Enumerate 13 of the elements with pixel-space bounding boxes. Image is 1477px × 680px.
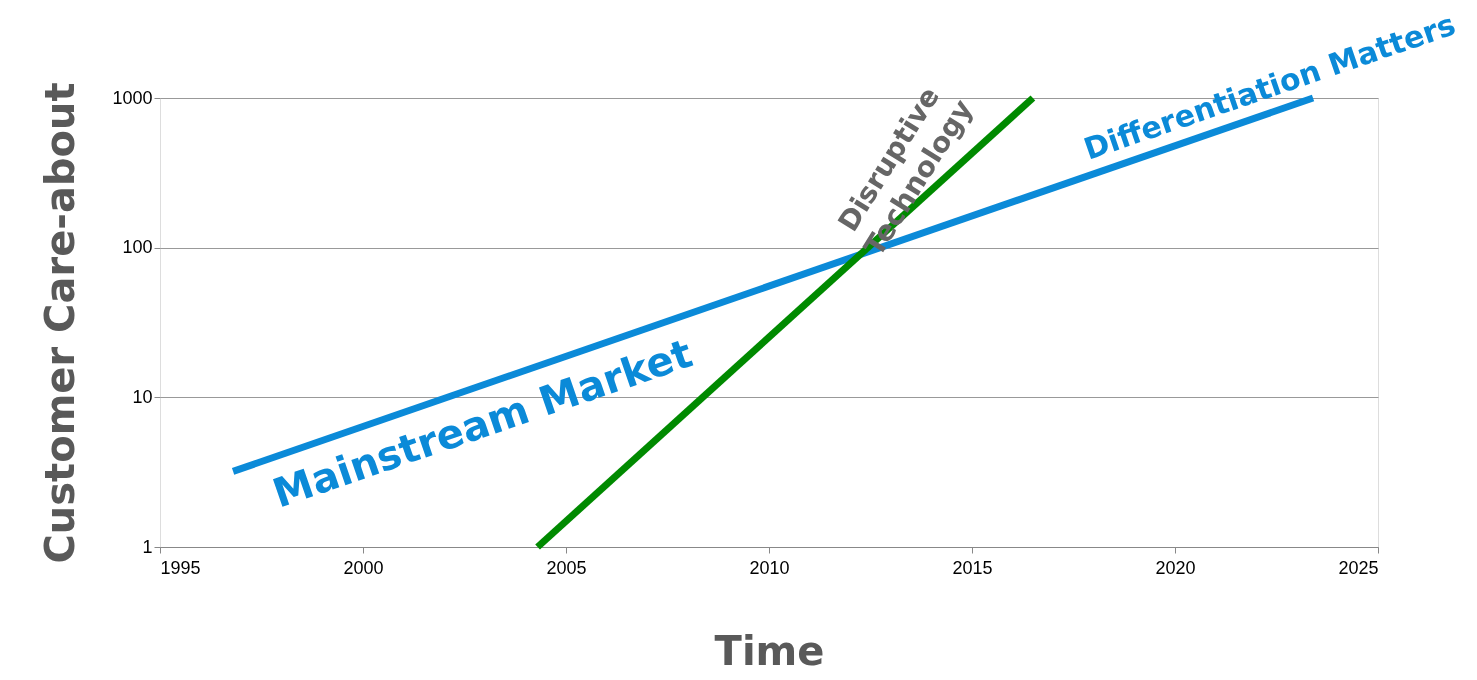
y-tick-label: 1000 (112, 87, 153, 108)
x-tick-label: 2010 (749, 557, 790, 578)
x-axis-title: Time (714, 627, 825, 674)
y-axis-title: Customer Care-about (37, 82, 84, 564)
y-tick-label: 1 (142, 536, 153, 557)
y-tick-label: 100 (122, 237, 153, 258)
x-tick-label: 2000 (343, 557, 384, 578)
x-tick-label: 2005 (546, 557, 587, 578)
x-tick-label: 1995 (160, 557, 201, 578)
x-tick-label: 2015 (952, 557, 993, 578)
y-tick-label: 10 (132, 386, 153, 407)
x-tick-label: 2020 (1155, 557, 1196, 578)
x-tick-label: 2025 (1338, 557, 1379, 578)
